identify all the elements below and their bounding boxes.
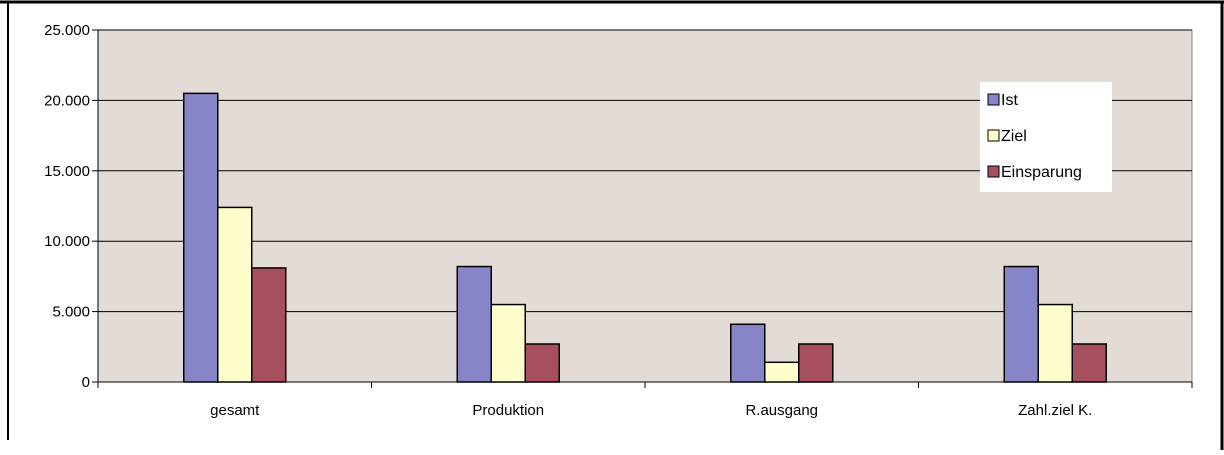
y-tick-label: 20.000 (44, 92, 90, 109)
y-tick-label: 15.000 (44, 163, 90, 180)
bar-ziel-3 (1037, 303, 1073, 383)
x-tick-label: Produktion (472, 402, 544, 419)
x-tick-label: gesamt (210, 402, 260, 419)
y-tick-label: 5.000 (52, 304, 90, 321)
legend-box (980, 82, 1112, 192)
bar-ist-2 (730, 323, 766, 383)
legend-swatch-ziel (987, 129, 1000, 142)
bar-einsparung-2 (798, 343, 834, 383)
bar-einsparung-3 (1071, 343, 1107, 383)
y-tick-label: 10.000 (44, 233, 90, 250)
legend-label-ist: Ist (1001, 92, 1018, 109)
y-tick-label: 25.000 (44, 22, 90, 39)
legend-swatch-ist (987, 93, 1000, 106)
bar-ziel-0 (217, 206, 253, 383)
bar-ziel-1 (490, 303, 526, 383)
x-tick-label: R.ausgang (745, 402, 818, 419)
legend-swatch-einsparung (987, 165, 1000, 178)
legend: Ist Ziel Einsparung (980, 82, 1112, 192)
x-tick-labels: gesamt Produktion R.ausgang Zahl.ziel K. (210, 402, 1092, 419)
bar-ist-1 (456, 265, 492, 383)
axes (92, 29, 1193, 388)
bar-einsparung-1 (524, 343, 560, 383)
x-tick-label: Zahl.ziel K. (1018, 402, 1092, 419)
bars (183, 92, 1107, 383)
legend-label-einsparung: Einsparung (1001, 164, 1082, 181)
y-tick-labels: 0 5.000 10.000 15.000 20.000 25.000 (44, 22, 90, 391)
bar-ist-0 (183, 92, 219, 383)
y-tick-label: 0 (82, 374, 90, 391)
bar-ziel-2 (764, 361, 800, 383)
bar-ist-3 (1003, 265, 1039, 383)
legend-label-ziel: Ziel (1001, 128, 1027, 145)
bar-einsparung-0 (251, 267, 287, 383)
